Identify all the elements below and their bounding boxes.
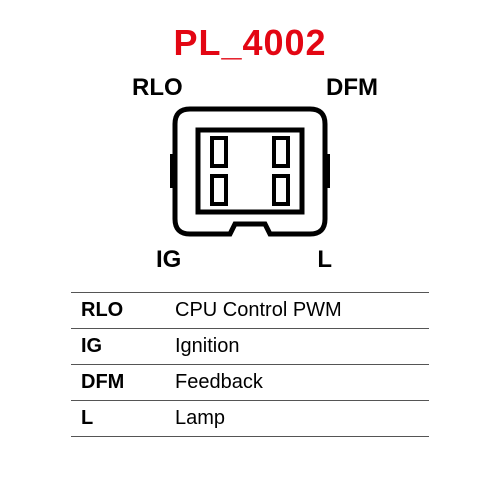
legend-key: DFM xyxy=(71,365,165,401)
pin-label-l: L xyxy=(317,246,332,274)
legend-value: CPU Control PWM xyxy=(165,293,429,329)
pin-label-dfm: DFM xyxy=(326,74,378,102)
pin-legend-table: RLO CPU Control PWM IG Ignition DFM Feed… xyxy=(71,292,429,437)
legend-key: RLO xyxy=(71,293,165,329)
legend-key: L xyxy=(71,401,165,437)
legend-value: Ignition xyxy=(165,329,429,365)
part-number-title: PL_4002 xyxy=(173,22,326,64)
legend-row: L Lamp xyxy=(71,401,429,437)
pin-label-ig: IG xyxy=(156,246,181,274)
pin-label-rlo: RLO xyxy=(132,74,183,102)
connector-icon xyxy=(170,104,330,244)
legend-value: Lamp xyxy=(165,401,429,437)
legend-row: RLO CPU Control PWM xyxy=(71,293,429,329)
legend-row: DFM Feedback xyxy=(71,365,429,401)
connector-diagram: RLO DFM IG L xyxy=(110,74,390,274)
legend-key: IG xyxy=(71,329,165,365)
legend-value: Feedback xyxy=(165,365,429,401)
legend-row: IG Ignition xyxy=(71,329,429,365)
